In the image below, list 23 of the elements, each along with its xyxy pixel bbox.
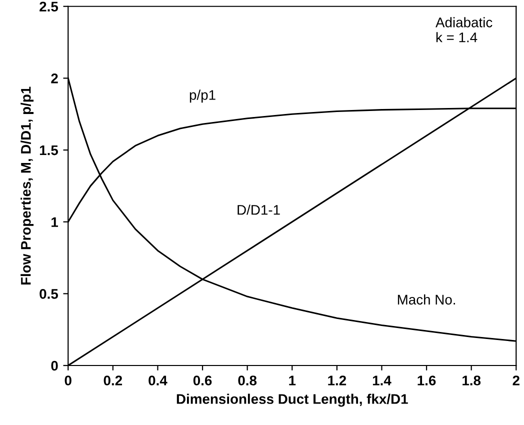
x-tick-label: 1.8	[462, 376, 481, 386]
annotation: Adiabatic k = 1.4	[436, 17, 492, 42]
annotation: p/p1	[190, 90, 216, 103]
y-tick-label: 2	[51, 74, 58, 84]
y-tick-label: 0.5	[40, 289, 58, 299]
y-tick-label: 2.5	[40, 2, 58, 12]
x-tick-label: 0.8	[238, 376, 257, 386]
x-tick-label: 0.4	[148, 376, 168, 386]
x-tick-label: 1.2	[328, 376, 346, 386]
y-axis-title: Flow Properties, M, D/D1, p/p1	[20, 86, 34, 285]
x-tick-label: 0.6	[193, 376, 212, 386]
x-tick-label: 0.2	[104, 376, 122, 386]
y-tick-label: 0	[51, 360, 58, 371]
annotation: Mach No.	[398, 294, 455, 305]
x-tick-label: 1	[289, 376, 296, 386]
y-tick-label: 1	[52, 217, 58, 227]
x-tick-label: 0	[64, 376, 72, 386]
x-tick-label: 1.6	[418, 376, 436, 386]
x-tick-label: 1.4	[372, 376, 392, 386]
x-tick-label: 2	[512, 376, 520, 386]
y-tick-label: 1.5	[40, 146, 58, 156]
x-axis-title: Dimensionless Duct Length, fkx/D1	[176, 394, 408, 407]
annotation: D/D1-1	[238, 204, 280, 215]
